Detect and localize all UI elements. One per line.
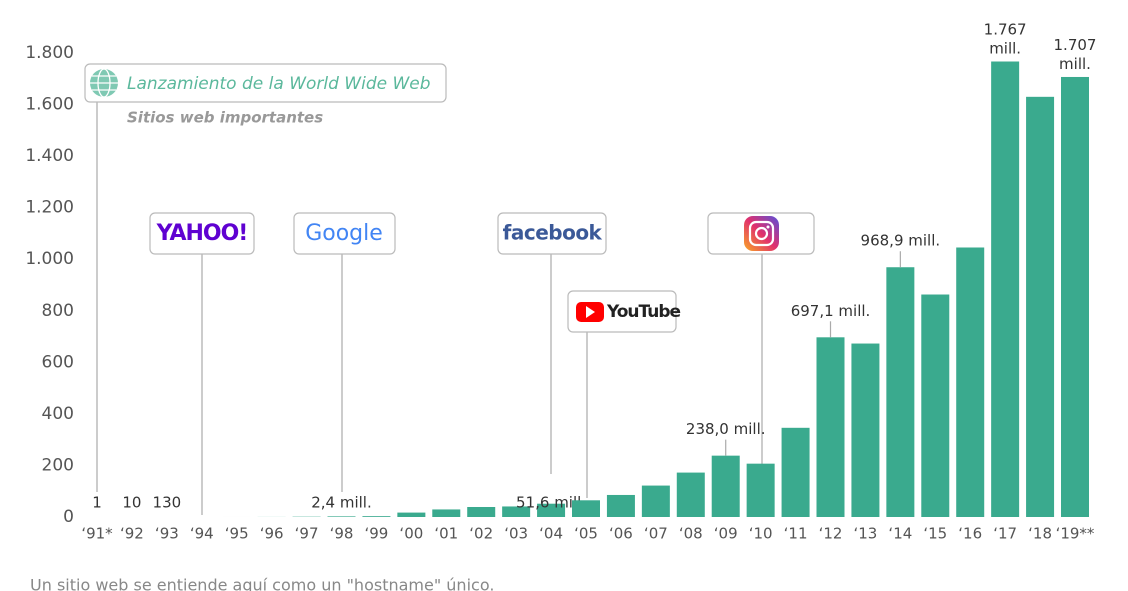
bar <box>537 503 566 517</box>
x-tick-label: ‘06 <box>609 525 633 543</box>
bar <box>676 472 705 517</box>
bar <box>1026 96 1055 518</box>
value-label: 130 <box>153 494 182 512</box>
x-tick-label: ‘94 <box>190 525 214 543</box>
bar <box>781 427 810 517</box>
logo-facebook: facebook <box>503 221 603 245</box>
logo-google: Google <box>305 221 383 246</box>
x-tick-label: ‘16 <box>958 525 982 543</box>
logo-youtube: YouTube <box>606 302 681 322</box>
globe-icon <box>90 68 118 98</box>
bar <box>991 61 1020 518</box>
bar <box>397 512 426 517</box>
x-tick-label: ‘17 <box>993 525 1017 543</box>
y-tick-label: 400 <box>42 404 74 424</box>
footnote: Un sitio web se entiende aquí como un "h… <box>30 576 494 591</box>
bar <box>327 516 356 517</box>
x-tick-label: ‘02 <box>469 525 493 543</box>
logo-box <box>293 212 396 255</box>
bar <box>851 343 880 517</box>
bar <box>921 294 950 517</box>
annotation-box <box>84 63 447 103</box>
x-tick-label: ‘12 <box>819 525 843 543</box>
bar <box>711 455 740 517</box>
logo-box <box>497 212 607 255</box>
x-tick-label: ‘95 <box>225 525 249 543</box>
value-label: 1.767 mill. <box>984 20 1027 57</box>
x-tick-label: ‘14 <box>888 525 912 543</box>
x-tick-label: ‘08 <box>679 525 703 543</box>
value-label: 10 <box>122 494 141 512</box>
bar <box>467 506 496 517</box>
bar <box>1061 76 1089 518</box>
x-tick-label: ‘10 <box>749 525 773 543</box>
legend-note: Sitios web importantes <box>127 109 323 127</box>
y-tick-label: 0 <box>63 507 74 527</box>
y-tick-label: 800 <box>42 301 74 321</box>
bar <box>956 247 985 517</box>
bar <box>746 463 775 517</box>
y-tick-label: 1.400 <box>25 146 74 166</box>
x-tick-label: ‘00 <box>399 525 423 543</box>
x-tick-label: ‘96 <box>260 525 284 543</box>
x-tick-label: ‘03 <box>504 525 528 543</box>
x-tick-label: ‘91* <box>81 525 113 543</box>
y-tick-label: 1.000 <box>25 249 74 269</box>
bar <box>502 506 531 517</box>
x-tick-label: ‘15 <box>923 525 947 543</box>
bar <box>606 494 635 517</box>
value-label: 1 <box>92 494 102 512</box>
x-tick-label: ‘13 <box>853 525 877 543</box>
bar <box>886 267 915 517</box>
x-tick-label: ‘01 <box>434 525 458 543</box>
logo-yahoo: YAHOO! <box>156 221 248 246</box>
youtube-play <box>586 306 595 318</box>
x-tick-label: ‘98 <box>330 525 354 543</box>
y-tick-label: 1.600 <box>25 95 74 115</box>
y-tick-label: 1.200 <box>25 198 74 218</box>
x-tick-label: ‘04 <box>539 525 563 543</box>
x-tick-label: ‘07 <box>644 525 668 543</box>
x-tick-label: ‘18 <box>1028 525 1052 543</box>
annotation: Lanzamiento de la World Wide Web <box>127 74 431 94</box>
bar <box>432 509 461 517</box>
y-tick-label: 200 <box>42 455 74 475</box>
x-tick-label: ‘11 <box>784 525 808 543</box>
y-tick-label: 600 <box>42 352 74 372</box>
x-tick-label: ‘93 <box>155 525 179 543</box>
value-label: 238,0 mill. <box>686 420 766 438</box>
bar <box>641 485 670 517</box>
x-tick-label: ‘97 <box>295 525 319 543</box>
instagram-icon <box>744 216 779 251</box>
x-tick-label: ‘92 <box>120 525 144 543</box>
value-label: 2,4 mill. <box>311 494 372 512</box>
bar <box>362 516 391 517</box>
value-label: 1.707 mill. <box>1054 35 1097 72</box>
value-label: 968,9 mill. <box>861 232 941 250</box>
x-tick-label: ‘09 <box>714 525 738 543</box>
bar <box>816 337 845 517</box>
value-label: 697,1 mill. <box>791 302 871 320</box>
bar <box>572 500 600 517</box>
x-tick-label: ‘99 <box>364 525 388 543</box>
value-label: 51,6 mill. <box>516 494 586 512</box>
logo-box <box>149 212 255 255</box>
x-tick-label: ‘05 <box>574 525 598 543</box>
x-tick-label: ‘19** <box>1056 525 1095 543</box>
y-tick-label: 1.800 <box>25 43 74 63</box>
